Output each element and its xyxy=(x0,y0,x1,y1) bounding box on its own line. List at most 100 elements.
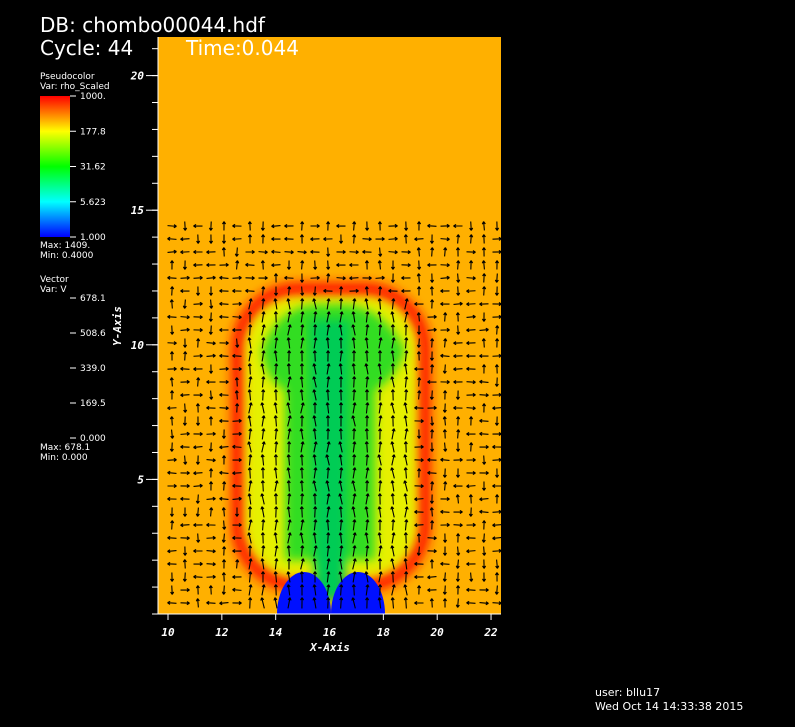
vector-arrow xyxy=(232,223,242,228)
vector-arrow xyxy=(170,286,175,296)
vector-arrow xyxy=(390,441,395,453)
vector-arrow xyxy=(326,597,331,609)
vector-arrow xyxy=(364,389,370,401)
vector-arrow xyxy=(248,584,253,596)
vector-arrow xyxy=(378,324,383,336)
vector-arrow xyxy=(455,559,460,569)
vector-arrow xyxy=(193,548,203,554)
vector-arrow xyxy=(466,587,476,592)
vector-arrow xyxy=(481,481,487,491)
vector-arrow xyxy=(247,311,253,323)
vector-arrow xyxy=(271,263,281,268)
vector-arrow xyxy=(180,327,190,332)
vector-arrow xyxy=(430,481,435,491)
vector-arrow xyxy=(193,561,203,566)
vector-arrow xyxy=(391,532,396,544)
vector-arrow xyxy=(221,234,227,244)
vector-arrow xyxy=(351,415,356,427)
vector-arrow xyxy=(167,470,177,475)
vector-arrow xyxy=(180,315,190,320)
vector-arrow xyxy=(352,350,357,362)
vector-arrow xyxy=(390,467,395,479)
vector-arrow xyxy=(440,457,450,462)
vector-arrow xyxy=(300,286,305,296)
vector-arrow xyxy=(482,286,487,296)
vector-arrow xyxy=(234,247,239,257)
vector-arrow xyxy=(169,416,174,426)
vector-arrow xyxy=(492,431,501,437)
vector-arrow xyxy=(403,441,408,453)
vector-arrow xyxy=(414,237,424,242)
vector-arrow xyxy=(313,467,318,479)
vector-arrow xyxy=(232,483,242,488)
vector-arrow xyxy=(403,584,408,596)
vector-arrow xyxy=(456,442,461,452)
vector-arrow xyxy=(365,376,370,388)
vector-arrow xyxy=(479,588,489,593)
vector-arrow xyxy=(469,221,474,231)
vector-arrow xyxy=(352,234,357,244)
vector-arrow xyxy=(351,584,356,596)
vector-arrow xyxy=(416,533,421,543)
vector-arrow xyxy=(260,260,265,270)
vector-arrow xyxy=(273,389,278,401)
vector-arrow xyxy=(208,325,213,335)
vector-arrow xyxy=(365,480,370,492)
vector-arrow xyxy=(182,416,187,426)
vector-arrow xyxy=(261,286,266,296)
vector-arrow xyxy=(170,520,175,530)
vector-arrow xyxy=(404,545,409,557)
vector-arrow xyxy=(427,470,437,475)
vector-arrow xyxy=(300,415,305,427)
x-tick-label: 14 xyxy=(269,626,283,639)
vector-arrow xyxy=(427,549,437,554)
vector-arrow xyxy=(404,519,409,531)
vector-arrow xyxy=(430,520,435,530)
vector-arrow xyxy=(273,532,278,544)
vector-arrow xyxy=(299,480,304,492)
vector-arrow xyxy=(466,250,476,255)
vector-arrow xyxy=(206,562,216,567)
vector-arrow xyxy=(287,493,292,505)
vector-arrow xyxy=(401,289,411,294)
vector-arrow xyxy=(196,377,201,387)
vector-arrow xyxy=(430,364,435,374)
vector-arrow xyxy=(219,275,229,280)
axes: 10 12 14 16 18 20 22 5 10 15 20 xyxy=(130,48,498,639)
vector-arrow xyxy=(391,428,396,440)
vector-arrow xyxy=(466,600,476,605)
vector-arrow xyxy=(274,363,279,375)
vector-arrow xyxy=(364,350,369,362)
vector-arrow xyxy=(442,429,447,439)
vector-arrow xyxy=(403,480,408,492)
vector-arrow xyxy=(287,350,292,362)
legend-min: Min: 0.4000 xyxy=(40,251,94,261)
vector-arrow xyxy=(352,467,357,479)
vector-arrow xyxy=(261,324,266,336)
vector-arrow xyxy=(391,519,396,531)
vector-arrow xyxy=(466,484,476,489)
legend-label: 339.0 xyxy=(80,364,106,374)
vector-arrow xyxy=(167,600,177,605)
vector-arrow xyxy=(339,467,344,479)
vector-arrow xyxy=(338,558,343,570)
vector-arrow xyxy=(312,298,317,310)
vector-arrow xyxy=(351,337,356,349)
vector-arrow xyxy=(232,288,242,293)
vector-arrow xyxy=(466,341,476,346)
vector-arrow xyxy=(313,324,318,336)
vector-arrow xyxy=(232,431,242,436)
vector-arrow xyxy=(494,572,499,582)
vector-arrow xyxy=(247,493,252,505)
vector-arrow xyxy=(453,301,463,306)
vector-arrow xyxy=(232,471,242,476)
vector-arrow xyxy=(232,587,242,592)
vector-arrow xyxy=(404,298,409,310)
vector-arrow xyxy=(377,506,382,518)
vector-arrow xyxy=(219,379,229,385)
vector-arrow xyxy=(404,506,409,518)
vector-arrow xyxy=(273,493,278,505)
vector-arrow xyxy=(167,314,177,319)
vector-arrow xyxy=(326,311,331,323)
vector-arrow xyxy=(274,558,279,570)
